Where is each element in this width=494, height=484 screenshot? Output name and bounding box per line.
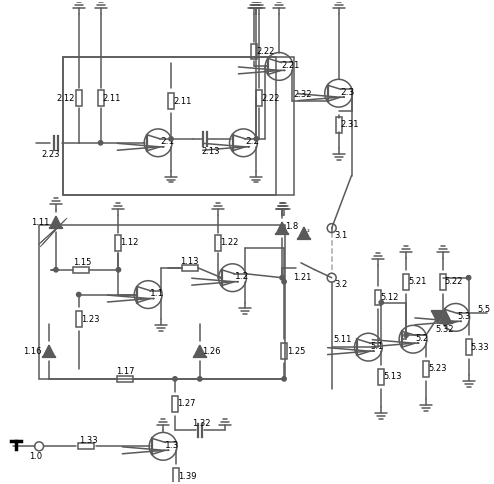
Text: 5.1: 5.1 bbox=[370, 342, 383, 350]
Text: 5.23: 5.23 bbox=[428, 364, 447, 374]
Text: 1.12: 1.12 bbox=[121, 239, 139, 247]
Text: 5.22: 5.22 bbox=[445, 277, 463, 286]
Bar bbox=[182, 265, 198, 271]
Circle shape bbox=[282, 377, 286, 381]
Bar bbox=[375, 289, 381, 305]
Polygon shape bbox=[440, 311, 452, 323]
Text: 2.12: 2.12 bbox=[56, 94, 74, 103]
Text: 2.1: 2.1 bbox=[160, 137, 174, 146]
Text: 1.21: 1.21 bbox=[293, 273, 311, 282]
Text: 1.15: 1.15 bbox=[73, 258, 91, 267]
Text: 1.25: 1.25 bbox=[287, 347, 305, 356]
Text: 5.21: 5.21 bbox=[408, 277, 426, 286]
Bar bbox=[168, 93, 174, 109]
Circle shape bbox=[254, 136, 258, 141]
Text: ₂: ₂ bbox=[307, 227, 310, 233]
Text: 5.5: 5.5 bbox=[478, 305, 491, 314]
Bar bbox=[172, 396, 178, 411]
Bar bbox=[335, 117, 342, 133]
Circle shape bbox=[116, 268, 121, 272]
Text: 5.12: 5.12 bbox=[380, 293, 399, 302]
Bar bbox=[281, 343, 287, 359]
Polygon shape bbox=[194, 345, 206, 357]
Bar bbox=[63, 57, 294, 196]
Text: 5.11: 5.11 bbox=[333, 335, 352, 344]
Bar bbox=[118, 376, 133, 382]
Polygon shape bbox=[50, 216, 62, 228]
Text: 1.39: 1.39 bbox=[178, 471, 197, 481]
Text: 1.2: 1.2 bbox=[235, 272, 249, 281]
Text: 2.2: 2.2 bbox=[246, 137, 259, 146]
Bar bbox=[76, 90, 82, 106]
Text: 3.2: 3.2 bbox=[334, 280, 348, 289]
Text: 2.22: 2.22 bbox=[261, 94, 280, 103]
Bar bbox=[98, 90, 104, 106]
Bar bbox=[76, 311, 82, 327]
Text: 5.3: 5.3 bbox=[457, 312, 471, 321]
Circle shape bbox=[198, 377, 202, 381]
Bar bbox=[378, 369, 384, 385]
Circle shape bbox=[466, 275, 471, 280]
Text: 5.33: 5.33 bbox=[471, 343, 489, 352]
Text: 1.22: 1.22 bbox=[220, 239, 238, 247]
Bar bbox=[256, 90, 262, 106]
Text: 1.33: 1.33 bbox=[79, 436, 97, 445]
Bar bbox=[173, 468, 179, 484]
Bar bbox=[39, 225, 285, 379]
Polygon shape bbox=[276, 222, 288, 234]
Bar bbox=[403, 274, 409, 289]
Text: 1.13: 1.13 bbox=[180, 257, 199, 266]
Circle shape bbox=[169, 136, 173, 141]
Circle shape bbox=[77, 292, 81, 297]
Text: 1.8: 1.8 bbox=[285, 222, 298, 231]
Text: 2.23: 2.23 bbox=[41, 150, 60, 159]
Text: 1.27: 1.27 bbox=[177, 399, 196, 408]
Bar bbox=[440, 274, 446, 289]
Circle shape bbox=[280, 275, 284, 280]
Bar bbox=[215, 235, 221, 251]
Bar bbox=[63, 57, 276, 196]
Text: 3.1: 3.1 bbox=[334, 230, 348, 240]
Text: 1.32: 1.32 bbox=[192, 419, 210, 428]
Circle shape bbox=[98, 141, 103, 145]
Text: 1.17: 1.17 bbox=[117, 367, 135, 377]
Text: 2.21: 2.21 bbox=[281, 61, 299, 70]
Bar bbox=[73, 267, 89, 273]
Text: 1.3: 1.3 bbox=[165, 441, 179, 450]
Circle shape bbox=[379, 301, 383, 305]
Text: 1.0: 1.0 bbox=[29, 452, 42, 461]
Text: 5.32: 5.32 bbox=[436, 325, 454, 334]
Text: 1.26: 1.26 bbox=[202, 347, 220, 356]
Bar bbox=[78, 443, 94, 449]
Text: 2.13: 2.13 bbox=[202, 147, 220, 156]
Text: 2.3: 2.3 bbox=[341, 88, 355, 97]
Circle shape bbox=[282, 279, 286, 284]
Circle shape bbox=[173, 377, 177, 381]
Text: 2.11: 2.11 bbox=[173, 97, 191, 106]
Text: 1.16: 1.16 bbox=[23, 347, 41, 356]
Bar bbox=[466, 339, 472, 355]
Bar bbox=[251, 44, 257, 60]
Text: 5.13: 5.13 bbox=[383, 372, 402, 381]
Text: 1.1: 1.1 bbox=[150, 289, 165, 298]
Polygon shape bbox=[43, 345, 55, 357]
Text: 2.22: 2.22 bbox=[256, 47, 275, 56]
Text: 5.2: 5.2 bbox=[415, 333, 428, 343]
Polygon shape bbox=[432, 311, 444, 323]
Polygon shape bbox=[298, 227, 310, 239]
Text: 1.23: 1.23 bbox=[81, 315, 99, 324]
Text: 1.11: 1.11 bbox=[31, 218, 49, 227]
Circle shape bbox=[404, 333, 408, 337]
Bar bbox=[423, 361, 429, 377]
Text: 2.11: 2.11 bbox=[103, 94, 121, 103]
Circle shape bbox=[54, 268, 58, 272]
Text: 2.31: 2.31 bbox=[341, 121, 359, 129]
Bar bbox=[116, 235, 122, 251]
Text: 2.32: 2.32 bbox=[293, 90, 312, 99]
